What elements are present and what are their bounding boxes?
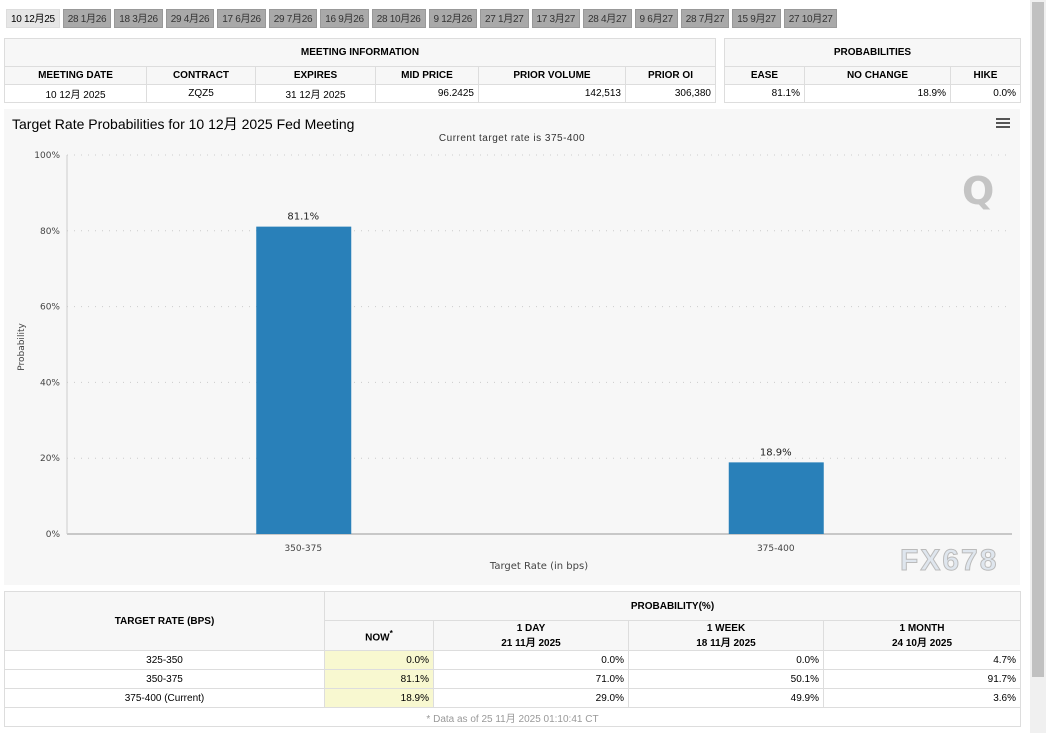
probabilities-table: PROBABILITIES EASE NO CHANGE HIKE 81.1% … bbox=[724, 38, 1021, 103]
y-tick-label: 60% bbox=[40, 303, 60, 313]
col-header: EXPIRES bbox=[255, 66, 376, 85]
no-change-value: 18.9% bbox=[804, 84, 951, 103]
scrollbar-thumb[interactable] bbox=[1032, 2, 1044, 677]
col-date: 21 11月 2025 bbox=[501, 637, 561, 649]
table-row: 350-375 81.1% 71.0% 50.1% 91.7% bbox=[4, 669, 1021, 689]
meeting-info-title: MEETING INFORMATION bbox=[4, 38, 716, 67]
meeting-info-table: MEETING INFORMATION MEETING DATE CONTRAC… bbox=[4, 38, 716, 103]
data-label: 81.1% bbox=[287, 212, 319, 223]
meeting-date: 10 12月 2025 bbox=[4, 84, 147, 103]
prior-volume: 142,513 bbox=[478, 84, 626, 103]
col-header: CONTRACT bbox=[146, 66, 256, 85]
x-tick-label: 375-400 bbox=[757, 544, 795, 554]
target-rate-table: TARGET RATE (BPS) PROBABILITY(%) NOW* 1 … bbox=[4, 591, 1021, 727]
tab-meeting[interactable]: 17 3月27 bbox=[531, 9, 580, 28]
contract: ZQZ5 bbox=[146, 84, 256, 103]
tab-meeting[interactable]: 10 12月25 bbox=[6, 9, 60, 28]
value-cell: 4.7% bbox=[823, 650, 1021, 670]
y-tick-label: 80% bbox=[40, 227, 60, 237]
tab-meeting[interactable]: 29 7月26 bbox=[268, 9, 318, 28]
value-cell: 91.7% bbox=[823, 669, 1021, 689]
q-logo-icon: Q bbox=[962, 169, 994, 213]
meeting-tabs: 10 12月25 28 1月26 18 3月26 29 4月26 17 6月26… bbox=[6, 9, 838, 28]
y-axis-label: Probability bbox=[17, 323, 27, 371]
now-label: NOW bbox=[365, 632, 390, 644]
col-date: 18 11月 2025 bbox=[696, 637, 756, 649]
probabilities-title: PROBABILITIES bbox=[724, 38, 1021, 67]
tab-meeting[interactable]: 27 1月27 bbox=[480, 9, 529, 28]
value-cell: 49.9% bbox=[628, 688, 824, 708]
prior-oi: 306,380 bbox=[625, 84, 716, 103]
tab-meeting[interactable]: 28 4月27 bbox=[583, 9, 632, 28]
y-tick-label: 20% bbox=[40, 454, 60, 464]
col-1day: 1 DAY 21 11月 2025 bbox=[433, 620, 629, 651]
col-label: 1 MONTH bbox=[899, 622, 945, 634]
col-header: HIKE bbox=[950, 66, 1021, 85]
tab-meeting[interactable]: 9 6月27 bbox=[634, 9, 678, 28]
col-label: 1 DAY bbox=[516, 622, 546, 634]
probability-header: PROBABILITY(%) bbox=[324, 591, 1021, 621]
tab-meeting[interactable]: 9 12月26 bbox=[428, 9, 477, 28]
tab-meeting[interactable]: 28 7月27 bbox=[680, 9, 730, 28]
col-1month: 1 MONTH 24 10月 2025 bbox=[823, 620, 1021, 651]
value-cell: 50.1% bbox=[628, 669, 824, 689]
hamburger-menu-icon[interactable] bbox=[996, 116, 1010, 130]
value-cell: 71.0% bbox=[433, 669, 629, 689]
tab-meeting[interactable]: 17 6月26 bbox=[217, 9, 266, 28]
y-tick-label: 40% bbox=[40, 378, 60, 388]
value-cell: 29.0% bbox=[433, 688, 629, 708]
bar[interactable] bbox=[256, 226, 352, 535]
col-header: MEETING DATE bbox=[4, 66, 147, 85]
watermark: FX678 bbox=[899, 544, 999, 577]
value-cell: 0.0% bbox=[433, 650, 629, 670]
tab-meeting[interactable]: 28 10月26 bbox=[371, 9, 426, 28]
rate-cell: 375-400 (Current) bbox=[4, 688, 325, 708]
ease-value: 81.1% bbox=[724, 84, 805, 103]
vertical-scrollbar[interactable] bbox=[1030, 0, 1046, 733]
col-date: 24 10月 2025 bbox=[891, 637, 953, 649]
col-1week: 1 WEEK 18 11月 2025 bbox=[628, 620, 824, 651]
value-cell: 18.9% bbox=[324, 688, 434, 708]
tab-meeting[interactable]: 29 4月26 bbox=[165, 9, 215, 28]
footnote: * Data as of 25 11月 2025 01:10:41 CT bbox=[4, 707, 1021, 727]
rate-cell: 325-350 bbox=[4, 650, 325, 670]
tab-meeting[interactable]: 27 10月27 bbox=[783, 9, 838, 28]
rate-header: TARGET RATE (BPS) bbox=[4, 591, 325, 651]
expires: 31 12月 2025 bbox=[255, 84, 376, 103]
x-axis-label: Target Rate (in bps) bbox=[489, 561, 588, 572]
table-row: 375-400 (Current) 18.9% 29.0% 49.9% 3.6% bbox=[4, 688, 1021, 708]
tab-meeting[interactable]: 15 9月27 bbox=[732, 9, 781, 28]
bar[interactable] bbox=[728, 462, 824, 534]
value-cell: 0.0% bbox=[324, 650, 434, 670]
col-header: NO CHANGE bbox=[804, 66, 951, 85]
x-tick-label: 350-375 bbox=[284, 544, 322, 554]
mid-price: 96.2425 bbox=[375, 84, 479, 103]
tab-meeting[interactable]: 18 3月26 bbox=[114, 9, 163, 28]
col-label: 1 WEEK bbox=[706, 622, 746, 634]
col-header: PRIOR VOLUME bbox=[478, 66, 626, 85]
value-cell: 3.6% bbox=[823, 688, 1021, 708]
probability-chart: Target Rate Probabilities for 10 12月 202… bbox=[4, 109, 1020, 585]
y-tick-label: 100% bbox=[34, 151, 60, 161]
value-cell: 81.1% bbox=[324, 669, 434, 689]
y-tick-label: 0% bbox=[46, 530, 61, 540]
chart-title: Target Rate Probabilities for 10 12月 202… bbox=[12, 116, 355, 132]
rate-cell: 350-375 bbox=[4, 669, 325, 689]
value-cell: 0.0% bbox=[628, 650, 824, 670]
table-row: 325-350 0.0% 0.0% 0.0% 4.7% bbox=[4, 650, 1021, 670]
chart-subtitle: Current target rate is 375-400 bbox=[438, 133, 586, 144]
chart-plot: 0% 20% 40% 60% 80% 100% 81.1% 350-375 18.9% 375-… bbox=[17, 151, 1012, 572]
tab-meeting[interactable]: 16 9月26 bbox=[320, 9, 369, 28]
col-header: MID PRICE bbox=[375, 66, 479, 85]
col-header: PRIOR OI bbox=[625, 66, 716, 85]
now-asterisk: * bbox=[389, 627, 393, 638]
hike-value: 0.0% bbox=[950, 84, 1021, 103]
col-header: EASE bbox=[724, 66, 805, 85]
col-now: NOW* bbox=[324, 620, 434, 651]
tab-meeting[interactable]: 28 1月26 bbox=[62, 9, 112, 28]
data-label: 18.9% bbox=[760, 447, 792, 458]
